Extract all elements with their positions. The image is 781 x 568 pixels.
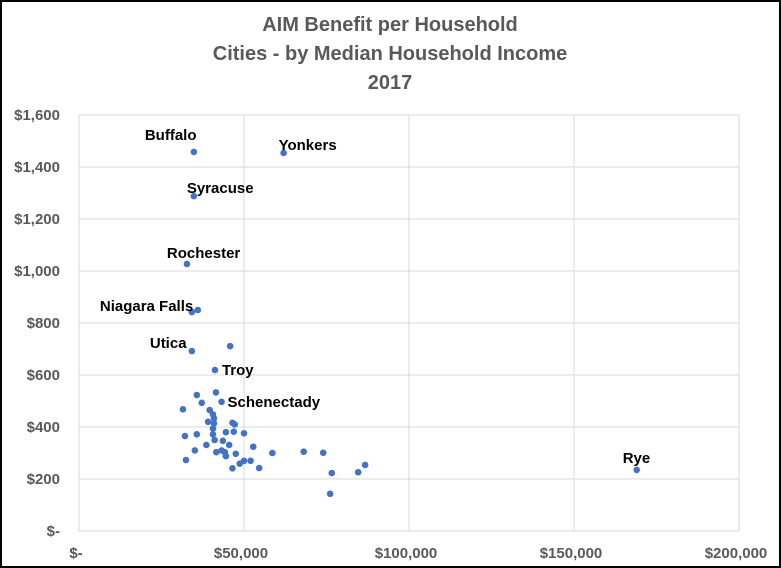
y-tick-label: $800 — [27, 315, 60, 332]
data-point — [230, 428, 238, 435]
data-point — [328, 469, 336, 477]
x-tick-label: $200,000 — [705, 545, 768, 562]
data-point — [209, 430, 217, 438]
data-label: Troy — [222, 362, 254, 379]
y-tick-label: $1,400 — [14, 159, 60, 176]
data-point — [280, 149, 287, 157]
data-point — [182, 456, 190, 464]
x-tick-label: $50,000 — [214, 545, 268, 562]
y-tick-label: $1,200 — [14, 211, 60, 228]
data-point — [190, 148, 198, 156]
data-point — [222, 452, 230, 460]
data-point — [188, 308, 196, 316]
data-point — [194, 306, 202, 314]
data-point — [229, 465, 236, 472]
data-point — [226, 342, 234, 350]
data-point — [269, 449, 276, 457]
data-label: Rochester — [167, 245, 241, 262]
chart-title-line-3: 2017 — [368, 72, 413, 94]
data-label: Niagara Falls — [100, 298, 193, 315]
data-point — [188, 347, 196, 355]
data-point — [319, 449, 327, 457]
x-tick-label: $150,000 — [540, 545, 603, 562]
data-point — [210, 420, 218, 427]
data-label: Schenectady — [228, 394, 321, 411]
data-point — [210, 415, 218, 422]
data-point — [212, 448, 220, 456]
data-point — [190, 192, 198, 200]
data-label: Buffalo — [145, 127, 197, 144]
data-point — [255, 464, 263, 472]
data-point — [211, 366, 219, 374]
y-tick-label: $1,000 — [14, 263, 60, 280]
data-point — [179, 406, 187, 413]
data-label: Rye — [623, 450, 651, 467]
data-point — [219, 437, 227, 445]
data-point — [240, 457, 248, 465]
data-point — [633, 466, 640, 474]
x-tick-label: $- — [69, 545, 82, 562]
x-tick-label: $100,000 — [375, 545, 438, 562]
data-point — [247, 457, 254, 465]
data-point — [193, 391, 201, 399]
data-point — [300, 448, 308, 456]
data-label: Syracuse — [187, 180, 254, 197]
data-point — [203, 441, 210, 449]
data-point — [181, 432, 189, 440]
data-point — [240, 429, 248, 437]
data-point — [211, 436, 218, 444]
data-point — [183, 260, 191, 268]
y-tick-label: $600 — [27, 367, 60, 384]
data-point — [354, 468, 362, 476]
data-point — [209, 425, 217, 432]
data-point — [198, 399, 206, 407]
data-label: Utica — [150, 335, 187, 352]
y-tick-label: $200 — [27, 471, 60, 488]
y-tick-label: $- — [47, 523, 60, 540]
chart-title-line-2: Cities - by Median Household Income — [213, 43, 568, 65]
data-point — [232, 450, 240, 458]
y-tick-label: $400 — [27, 419, 60, 436]
data-point — [193, 430, 201, 438]
data-point — [204, 418, 212, 426]
data-point — [361, 461, 369, 469]
data-point — [326, 490, 334, 498]
y-tick-label: $1,600 — [14, 107, 60, 124]
data-point — [212, 389, 220, 396]
data-point — [231, 421, 239, 428]
data-point — [249, 443, 257, 451]
data-label: Yonkers — [279, 137, 337, 154]
chart-title-line-1: AIM Benefit per Household — [262, 14, 518, 36]
data-point — [218, 398, 225, 406]
data-point — [225, 441, 233, 449]
data-point — [222, 428, 230, 436]
data-point — [191, 447, 199, 454]
